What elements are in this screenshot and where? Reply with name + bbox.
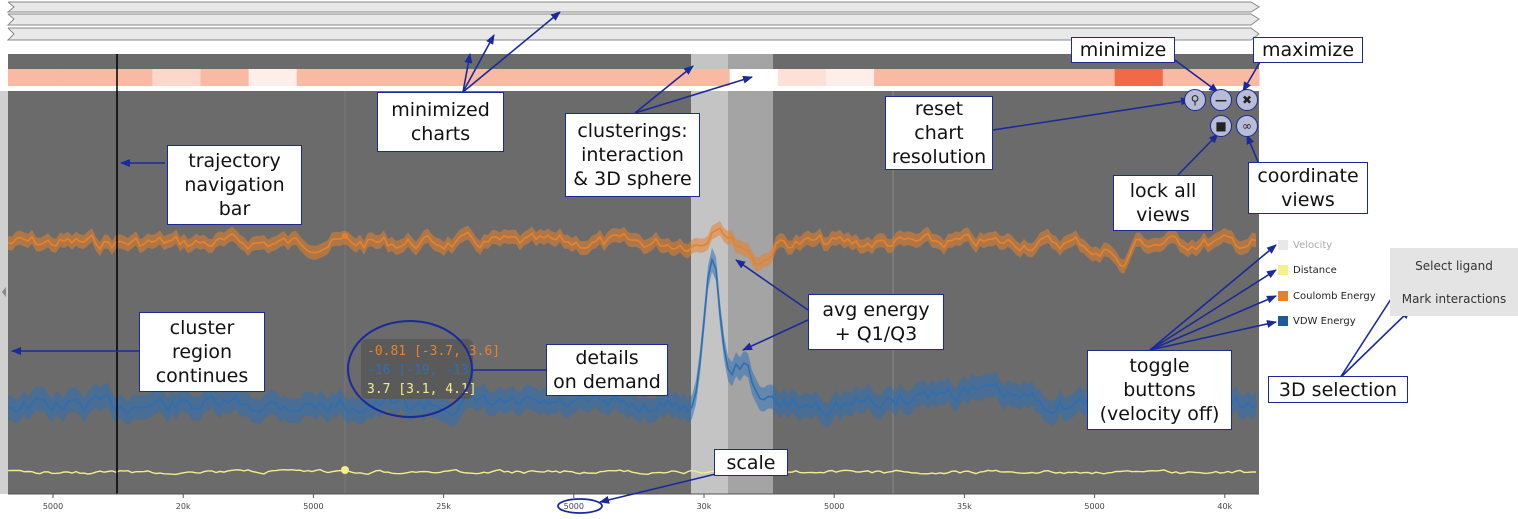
vdw-energy-series [7, 247, 1257, 428]
x-tick-label: 5000 [43, 502, 63, 511]
callout-scale: scale [714, 449, 788, 476]
coulomb-energy-series [7, 221, 1257, 274]
distance-marker [341, 466, 349, 474]
cluster-cell[interactable] [681, 69, 731, 86]
callout-minimized-charts: minimized charts [377, 92, 504, 152]
x-tick-label: 20k [176, 502, 191, 511]
distance-series [7, 233, 1256, 476]
selection-panel: Select ligand Mark interactions [1390, 248, 1518, 316]
select-ligand-button[interactable]: Select ligand [1415, 259, 1493, 273]
dod-distance: 3.7 [3.1, 4.1] [367, 382, 477, 397]
minimized-charts[interactable] [6, 0, 1260, 48]
minus-icon: — [1215, 93, 1227, 107]
x-tick-label: 5000 [303, 502, 323, 511]
minimize-button[interactable]: — [1210, 89, 1232, 111]
cluster-cell[interactable] [248, 69, 298, 86]
cluster-cell[interactable] [8, 69, 57, 86]
vdw-swatch [1278, 316, 1288, 326]
cluster-cell[interactable] [56, 69, 105, 86]
x-tick-label: 30k [697, 502, 712, 511]
cluster-cell[interactable] [633, 69, 683, 86]
cluster-cell[interactable] [777, 69, 827, 86]
x-tick-label: 25k [436, 502, 451, 511]
legend-label: Coulomb Energy [1293, 290, 1376, 302]
maximize-button[interactable]: ✖ [1236, 89, 1258, 111]
legend-label: Velocity [1293, 239, 1333, 251]
cluster-cell[interactable] [537, 69, 586, 86]
legend-toggle-vdw[interactable]: VDW Energy [1278, 314, 1356, 328]
callout-maximize: maximize [1253, 37, 1363, 63]
reset-resolution-button[interactable]: ⚲ [1184, 89, 1206, 111]
cluster-cell[interactable] [200, 69, 250, 86]
scale-marker[interactable] [557, 498, 603, 514]
legend-label: VDW Energy [1293, 315, 1356, 327]
cluster-cell[interactable] [489, 69, 538, 86]
expand-arrows-icon: ✖ [1241, 93, 1253, 107]
callout-3d-selection: 3D selection [1268, 376, 1408, 403]
coulomb-swatch [1278, 291, 1288, 301]
cluster-cell[interactable] [344, 69, 394, 86]
cluster-cell[interactable] [826, 69, 875, 86]
callout-cluster-region: cluster region continues [139, 312, 265, 392]
dod-vdw: -16 [-19, -13] [367, 363, 477, 378]
coordinate-views-button[interactable]: ∞ [1236, 115, 1258, 137]
lock-views-button[interactable]: ■ [1210, 115, 1232, 137]
x-axis: 5000 20k 5000 25k 5000 30k 5000 35k 5000 40k [8, 493, 1259, 514]
callout-toggle-buttons: toggle buttons (velocity off) [1087, 350, 1232, 430]
mark-interactions-button[interactable]: Mark interactions [1401, 292, 1507, 306]
coulomb-marker [342, 233, 348, 239]
cluster-cell[interactable] [296, 69, 346, 86]
x-tick-label: 35k [957, 502, 972, 511]
callout-avg-energy: avg energy + Q1/Q3 [808, 294, 944, 350]
trajectory-navigation-strip[interactable] [8, 54, 1259, 69]
cluster-cell[interactable] [1114, 69, 1164, 86]
callout-minimize: minimize [1071, 37, 1175, 63]
magnifier-reset-icon: ⚲ [1190, 93, 1200, 107]
cluster-cell[interactable] [874, 69, 923, 86]
legend-label: Distance [1293, 264, 1337, 276]
velocity-swatch [1278, 240, 1288, 250]
cluster-cell[interactable] [1066, 69, 1116, 86]
x-tick-label: 5000 [1084, 502, 1104, 511]
x-tick-label: 5000 [564, 502, 584, 511]
legend-toggle-distance[interactable]: Distance [1278, 263, 1337, 277]
x-tick-label: 5000 [824, 502, 844, 511]
cluster-cell[interactable] [104, 69, 153, 86]
cluster-cell[interactable] [392, 69, 442, 86]
link-icon: ∞ [1242, 119, 1252, 133]
cluster-cell[interactable] [1018, 69, 1067, 86]
distance-swatch [1278, 265, 1288, 275]
dod-coulomb: -0.81 [-3.7, 3.6] [367, 344, 500, 359]
x-tick-label: 40k [1217, 502, 1232, 511]
callout-clusterings: clusterings: interaction & 3D sphere [565, 113, 700, 197]
callout-reset-chart: reset chart resolution [885, 96, 993, 170]
cluster-cell[interactable] [922, 69, 971, 86]
clustering-strip[interactable] [8, 69, 1260, 86]
details-on-demand-tooltip: -0.81 [-3.7, 3.6] -16 [-19, -13] 3.7 [3.… [347, 320, 500, 418]
cluster-cell[interactable] [585, 69, 634, 86]
callout-lock-all: lock all views [1113, 175, 1213, 231]
callout-trajectory-nav: trajectory navigation bar [167, 145, 302, 225]
legend-toggle-velocity[interactable]: Velocity [1278, 238, 1332, 252]
cluster-cell[interactable] [1210, 69, 1260, 86]
cluster-cell[interactable] [970, 69, 1019, 86]
annotation-arrows [11, 11, 1411, 504]
callout-details: details on demand [546, 344, 668, 396]
lock-icon: ■ [1215, 119, 1227, 133]
cluster-cell[interactable] [1162, 69, 1212, 86]
cluster-cell[interactable] [729, 69, 779, 86]
legend-toggle-coulomb[interactable]: Coulomb Energy [1278, 289, 1376, 303]
callout-coordinate-views: coordinate views [1248, 162, 1368, 214]
cluster-cell[interactable] [152, 69, 201, 86]
